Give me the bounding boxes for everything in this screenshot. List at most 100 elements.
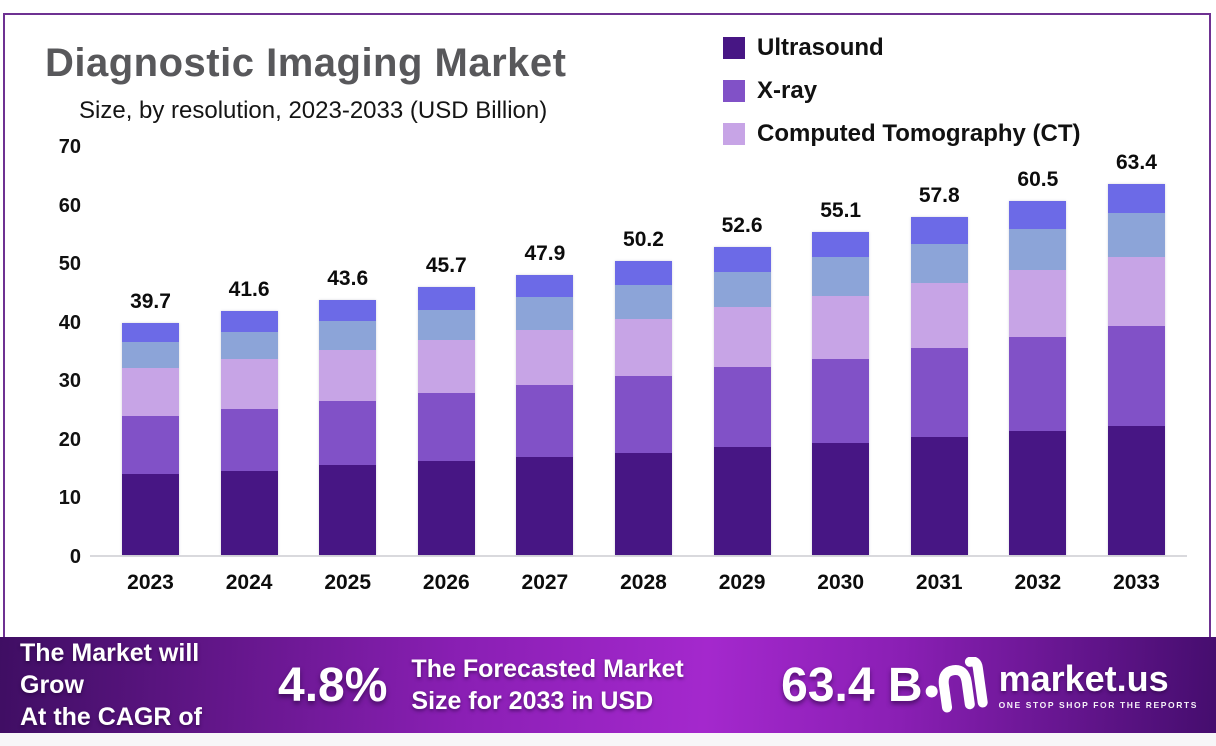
bar-segment-ct	[220, 359, 278, 410]
bar-column-2032: 60.5 2032	[1009, 147, 1067, 594]
bar-segment-ct	[516, 329, 574, 385]
bar-segment-unlabeled-5	[319, 299, 377, 321]
bar-column-2033: 63.4 2033	[1107, 147, 1165, 594]
bar-segment-unlabeled-4	[812, 257, 870, 297]
bar-segment-ultrasound	[1009, 431, 1067, 555]
bar-segment-ultrasound	[713, 447, 771, 555]
y-tick-label: 10	[58, 487, 81, 510]
y-tick-label: 60	[58, 194, 81, 217]
bar-segment-unlabeled-5	[614, 261, 672, 286]
marketus-logo-text-block: market.us ONE STOP SHOP FOR THE REPORTS	[998, 657, 1198, 710]
x-axis-label: 2027	[521, 571, 569, 594]
bar-value-label: 50.2	[623, 228, 664, 252]
bar-segment-ct	[1107, 256, 1165, 327]
bar-segment-x-ray	[417, 393, 475, 462]
bar-segment-unlabeled-5	[713, 247, 771, 272]
x-axis-label: 2025	[324, 571, 372, 594]
y-tick-label: 70	[58, 136, 81, 158]
bar-segment-unlabeled-4	[319, 320, 377, 350]
x-axis-label: 2028	[620, 571, 667, 594]
bar-value-label: 57.8	[918, 183, 960, 207]
cagr-label: The Market will Grow At the CAGR of	[20, 637, 260, 733]
bar-segment-x-ray	[713, 367, 771, 448]
x-axis-label: 2023	[127, 571, 174, 594]
marketus-logo-name: market.us	[998, 657, 1169, 699]
y-tick-label: 30	[58, 370, 81, 393]
cagr-label-line1: The Market will Grow	[20, 639, 200, 699]
bar-segment-ct	[319, 349, 377, 402]
legend-swatch-ct	[723, 123, 745, 145]
legend-item-ct: Computed Tomography (CT)	[723, 120, 1081, 148]
bar-stack	[417, 287, 475, 555]
forecast-value: 63.4 B	[781, 658, 923, 712]
x-axis-label: 2032	[1014, 571, 1062, 594]
bar-segment-ct	[713, 307, 771, 368]
bar-segment-ct	[122, 368, 179, 417]
bar-segment-ct	[910, 283, 968, 348]
bar-segment-x-ray	[812, 359, 870, 444]
x-axis-label: 2029	[718, 571, 766, 594]
y-tick-label: 40	[58, 311, 81, 334]
bar-stack	[910, 216, 968, 555]
legend-swatch-xray	[723, 80, 745, 102]
bar-segment-unlabeled-5	[1009, 200, 1067, 229]
bar-column-2023: 39.7 2023	[122, 147, 179, 594]
bar-segment-unlabeled-4	[910, 243, 968, 284]
marketus-logo-tagline: ONE STOP SHOP FOR THE REPORTS	[998, 699, 1198, 710]
bar-segment-unlabeled-4	[516, 297, 574, 330]
bar-stack	[319, 299, 377, 555]
chart-frame: Diagnostic Imaging Market Size, by resol…	[3, 13, 1211, 637]
bar-column-2026: 45.7 2026	[417, 147, 475, 594]
x-axis-label: 2024	[225, 571, 273, 594]
bar-segment-unlabeled-4	[614, 285, 672, 320]
bar-value-label: 63.4	[1116, 150, 1157, 174]
bar-segment-ultrasound	[417, 461, 475, 555]
legend-label: Ultrasound	[757, 34, 884, 61]
bar-segment-unlabeled-4	[122, 342, 179, 369]
bar-segment-ultrasound	[812, 443, 870, 555]
bar-value-label: 43.6	[327, 266, 369, 290]
legend-item-ultrasound: Ultrasound	[723, 34, 1081, 62]
legend-label: Computed Tomography (CT)	[757, 120, 1081, 147]
bar-segment-x-ray	[1009, 337, 1067, 432]
bar-stack	[220, 311, 278, 555]
bar-segment-unlabeled-5	[812, 232, 870, 258]
y-tick-label: 20	[58, 428, 81, 451]
bar-segment-x-ray	[319, 401, 377, 466]
plot-area: 39.7 2023 41.6 2024 43.6 2025 45.7 2026 47.9 2027…	[90, 147, 1187, 594]
cagr-label-line2: At the CAGR of	[20, 703, 202, 731]
bar-stack	[122, 322, 179, 555]
bar-segment-unlabeled-5	[220, 311, 278, 332]
chart-legend: Ultrasound X-ray Computed Tomography (CT…	[723, 34, 1081, 148]
bar-column-2028: 50.2 2028	[614, 147, 672, 594]
bar-segment-unlabeled-5	[122, 322, 179, 343]
bar-stack	[1009, 200, 1067, 555]
y-tick-label: 50	[58, 253, 81, 276]
bar-column-2030: 55.1 2030	[812, 147, 870, 594]
bar-stack	[812, 232, 870, 555]
bar-column-2031: 57.8 2031	[910, 147, 968, 594]
bar-value-label: 47.9	[524, 241, 566, 265]
bottom-margin-strip	[0, 733, 1216, 746]
bar-stack	[516, 274, 574, 555]
bar-stack	[1107, 183, 1165, 555]
bar-segment-x-ray	[220, 409, 278, 471]
bar-value-label: 41.6	[228, 278, 270, 302]
bar-segment-ct	[417, 340, 475, 394]
bar-segment-unlabeled-5	[516, 274, 574, 298]
bar-segment-unlabeled-4	[713, 271, 771, 308]
bar-segment-ct	[1009, 270, 1067, 338]
bar-value-label: 60.5	[1017, 167, 1059, 191]
legend-swatch-ultrasound	[723, 37, 745, 59]
bar-segment-unlabeled-4	[417, 309, 475, 341]
bar-segment-x-ray	[614, 376, 672, 453]
bar-segment-unlabeled-5	[910, 216, 968, 244]
bar-segment-ct	[614, 319, 672, 377]
bar-value-label: 52.6	[721, 214, 763, 238]
bar-segment-unlabeled-5	[1107, 183, 1165, 214]
forecast-label-line2: Size for 2033 in USD	[411, 687, 654, 715]
bar-segment-unlabeled-4	[220, 331, 278, 360]
footer-banner: The Market will Grow At the CAGR of 4.8%…	[0, 637, 1216, 733]
bar-column-2029: 52.6 2029	[713, 147, 771, 594]
